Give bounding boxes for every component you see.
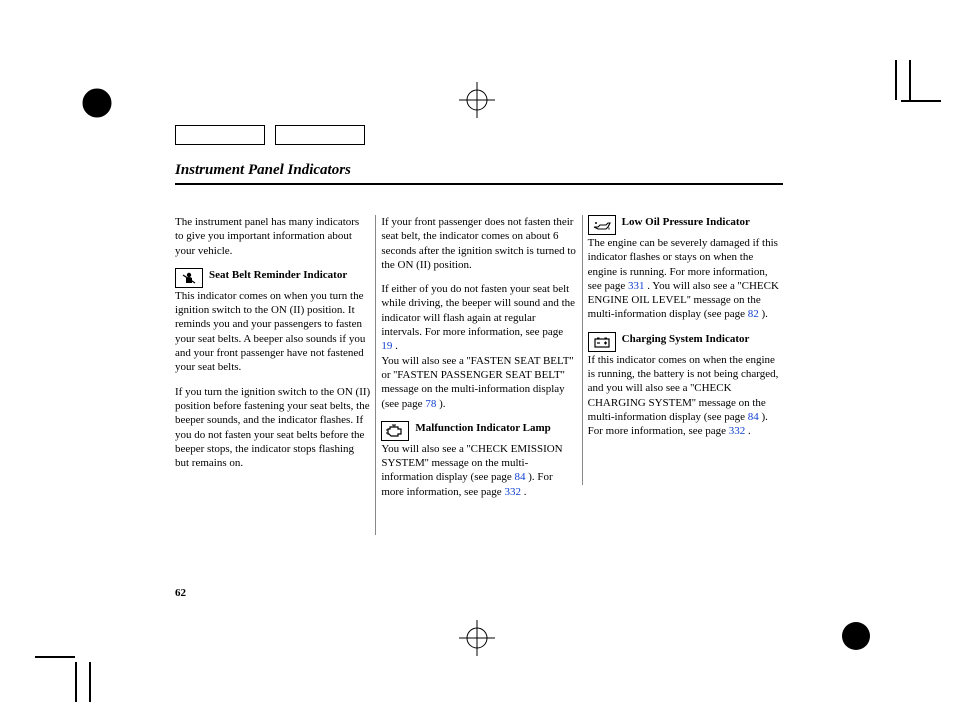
col2-p2: If either of you do not fasten your seat… bbox=[381, 282, 576, 411]
seatbelt-heading: Seat Belt Reminder Indicator bbox=[175, 268, 370, 288]
text: You will also see a ''FASTEN SEAT BELT''… bbox=[381, 355, 573, 410]
content-columns: The instrument panel has many indicators… bbox=[175, 215, 783, 535]
mil-title: Malfunction Indicator Lamp bbox=[415, 421, 550, 435]
seatbelt-p1: This indicator comes on when you turn th… bbox=[175, 289, 370, 375]
charge-p1: If this indicator comes on when the engi… bbox=[588, 353, 783, 439]
text: ). bbox=[436, 398, 445, 410]
page-ref[interactable]: 84 bbox=[748, 411, 759, 423]
intro-text: The instrument panel has many indicators… bbox=[175, 215, 370, 258]
engine-icon bbox=[381, 421, 409, 441]
page-number: 62 bbox=[175, 587, 186, 599]
oil-p1: The engine can be severely damaged if th… bbox=[588, 236, 783, 322]
page-ref[interactable]: 78 bbox=[425, 398, 436, 410]
charge-title: Charging System Indicator bbox=[622, 332, 750, 346]
text: . bbox=[392, 340, 398, 352]
title-rule bbox=[175, 183, 783, 185]
oil-icon bbox=[588, 215, 616, 235]
column-1: The instrument panel has many indicators… bbox=[175, 215, 370, 535]
page-ref[interactable]: 84 bbox=[515, 471, 526, 483]
oil-heading: Low Oil Pressure Indicator bbox=[588, 215, 783, 235]
mil-p1: You will also see a ''CHECK EMISSION SYS… bbox=[381, 442, 576, 499]
text: ). bbox=[759, 308, 768, 320]
column-separator bbox=[582, 215, 583, 485]
regmark-top-center bbox=[459, 82, 495, 118]
seatbelt-title: Seat Belt Reminder Indicator bbox=[209, 268, 347, 282]
header-box bbox=[175, 125, 265, 145]
column-3: Low Oil Pressure Indicator The engine ca… bbox=[588, 215, 783, 535]
column-separator bbox=[375, 215, 376, 535]
text: If either of you do not fasten your seat… bbox=[381, 283, 575, 338]
mil-heading: Malfunction Indicator Lamp bbox=[381, 421, 576, 441]
page-ref[interactable]: 19 bbox=[381, 340, 392, 352]
text: . bbox=[745, 425, 751, 437]
seatbelt-p2: If you turn the ignition switch to the O… bbox=[175, 385, 370, 471]
regmark-bottom-right bbox=[838, 618, 874, 654]
oil-title: Low Oil Pressure Indicator bbox=[622, 215, 750, 229]
regmark-bottom-center bbox=[459, 620, 495, 656]
text: . bbox=[521, 486, 527, 498]
col2-p1: If your front passenger does not fasten … bbox=[381, 215, 576, 272]
page-ref[interactable]: 332 bbox=[729, 425, 746, 437]
header-date-boxes bbox=[175, 125, 365, 145]
charge-heading: Charging System Indicator bbox=[588, 332, 783, 352]
page-ref[interactable]: 332 bbox=[504, 486, 521, 498]
column-2: If your front passenger does not fasten … bbox=[381, 215, 576, 535]
regmark-top-left bbox=[79, 85, 115, 121]
battery-icon bbox=[588, 332, 616, 352]
header-box bbox=[275, 125, 365, 145]
page-ref[interactable]: 331 bbox=[628, 280, 645, 292]
seatbelt-icon bbox=[175, 268, 203, 288]
page-ref[interactable]: 82 bbox=[748, 308, 759, 320]
page-title: Instrument Panel Indicators bbox=[175, 162, 351, 179]
